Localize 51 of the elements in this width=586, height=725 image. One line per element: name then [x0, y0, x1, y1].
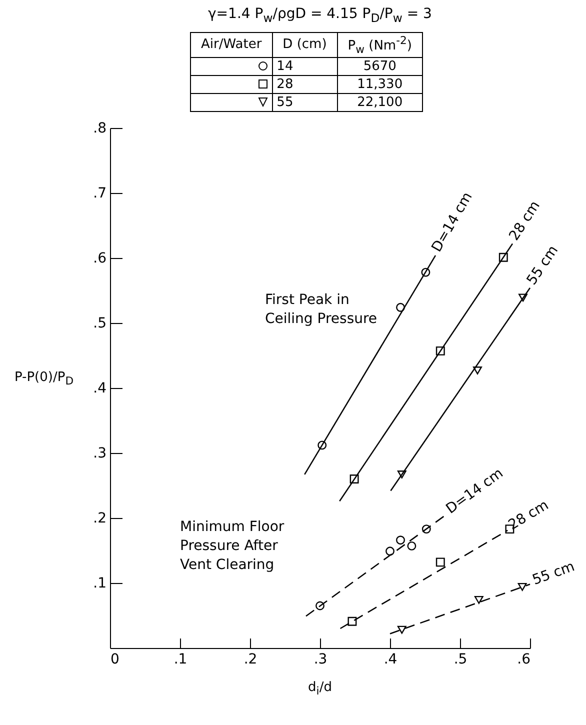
x-axis-title: d$_{i}$/d — [307, 680, 333, 698]
point — [397, 470, 406, 478]
x-tick-label: .4 — [384, 652, 398, 668]
chart-subtitle: γ=1.4 P$_{w}$/ρgD = 4.15 P$_{D}$/P$_{w}$ = 3 — [207, 6, 433, 25]
y-tick-label: .3 — [93, 446, 106, 462]
legend-label: 14 — [272, 57, 338, 76]
point — [473, 366, 482, 374]
point — [397, 626, 406, 634]
text: P$_{w}$ (Nm$^{-2}$) — [337, 32, 422, 58]
y-tick-label: .1 — [93, 576, 106, 592]
point — [396, 536, 405, 545]
text: Air/Water — [190, 32, 272, 58]
x-tick-label: .2 — [244, 652, 258, 668]
x-tick-label: .6 — [517, 652, 531, 668]
x-tick-label: .5 — [454, 652, 468, 668]
text: 22,100 — [337, 93, 422, 112]
point — [318, 440, 327, 450]
point — [436, 558, 445, 567]
annotation: 55 cm — [530, 558, 577, 589]
point — [407, 541, 416, 550]
text: 11,330 — [337, 75, 422, 94]
y-tick-label: .5 — [93, 316, 106, 332]
x-tick-label: 0 — [110, 652, 120, 668]
point — [396, 302, 405, 312]
annotation: 55 cm — [524, 242, 562, 288]
point — [348, 616, 357, 626]
text: D (cm) — [272, 32, 338, 58]
x-tick-label: .1 — [174, 652, 188, 668]
y-tick-label: .6 — [93, 250, 107, 266]
y-tick-label: .4 — [93, 380, 107, 396]
point — [498, 252, 508, 262]
point — [474, 596, 484, 604]
point — [518, 582, 527, 591]
text: 5670 — [337, 57, 422, 76]
y-tick-label: .2 — [93, 510, 106, 526]
y-tick-label: .8 — [93, 120, 106, 136]
point — [422, 524, 431, 534]
x-tick-label: .3 — [314, 652, 328, 668]
y-tick-label: .7 — [93, 186, 106, 202]
annotation: 28 cm — [506, 198, 544, 244]
legend-label: 28 — [272, 75, 338, 94]
y-axis-title: P-P(0)/P$_{D}$ — [13, 370, 75, 388]
point — [316, 601, 324, 610]
annotation: Minimum Floor Pressure After Vent Clearing — [180, 519, 284, 573]
point — [518, 294, 528, 302]
point — [421, 268, 430, 277]
annotation: First Peak in Ceiling Pressure — [265, 292, 378, 327]
point — [386, 546, 394, 556]
point — [350, 474, 359, 484]
point — [436, 346, 445, 356]
legend-label: 55 — [272, 93, 338, 112]
